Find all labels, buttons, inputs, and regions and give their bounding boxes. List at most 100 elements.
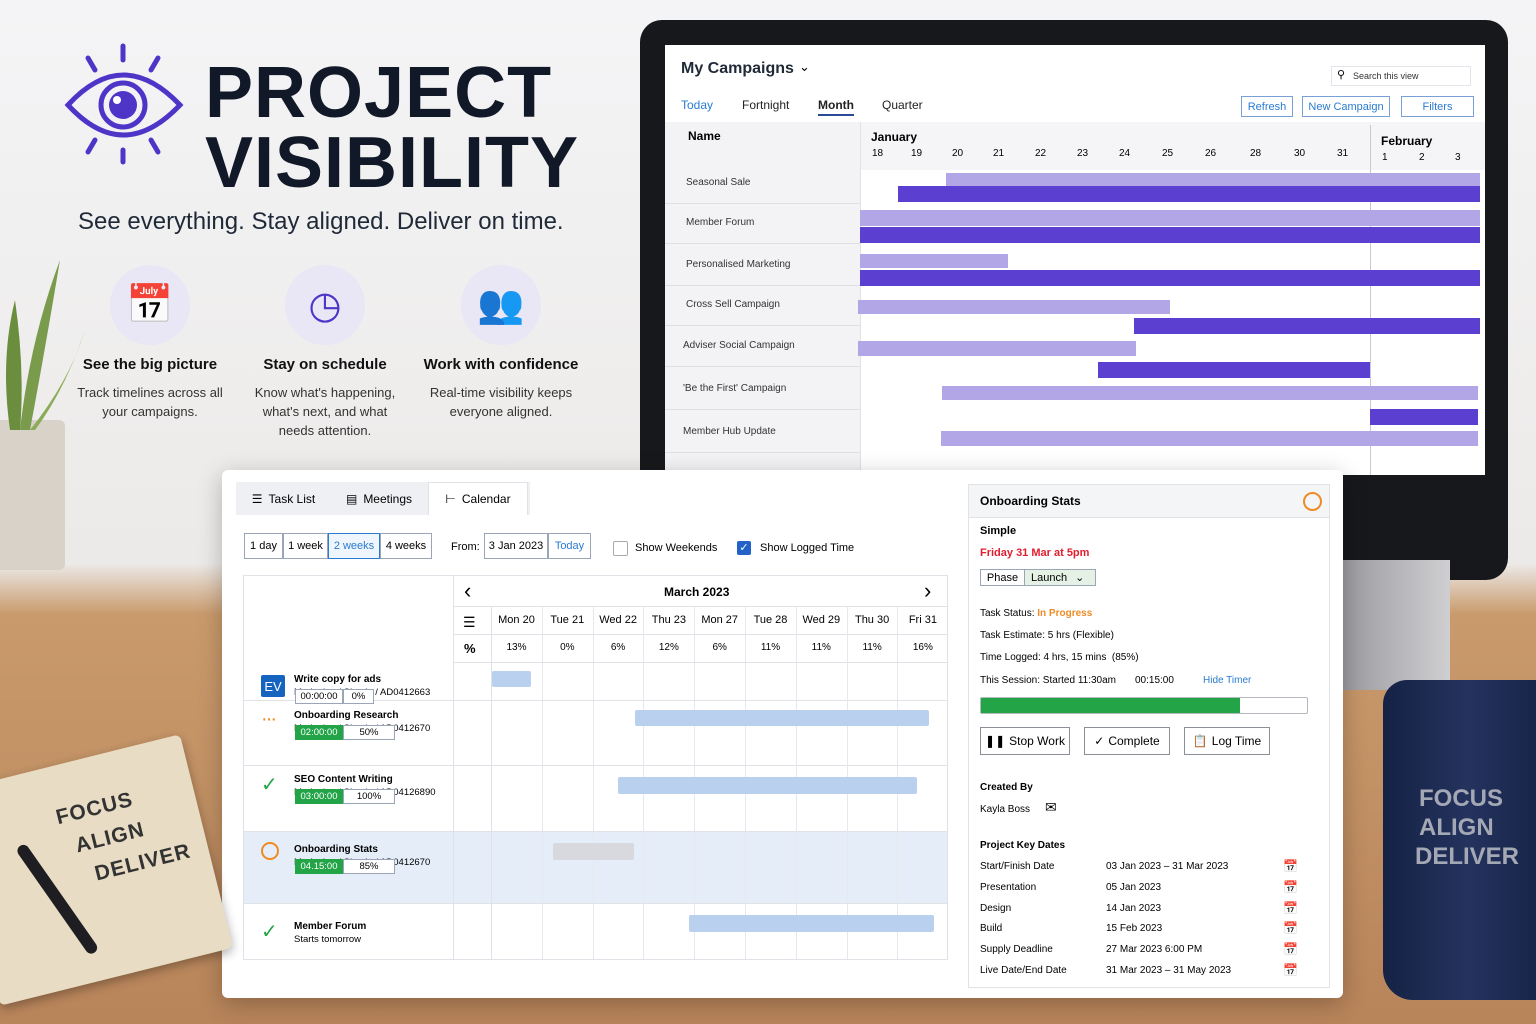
checkbox[interactable] [613,541,628,556]
calendar-icon[interactable]: 📅 [1283,921,1298,936]
key-date-label: Presentation [980,881,1037,893]
logged: Time Logged: 4 hrs, 15 mins (85%) [980,652,1139,663]
day-percent: 11% [760,642,781,653]
grid-line [453,576,454,959]
status-icon [261,842,279,865]
action-button[interactable]: 📋 Log Time [1184,727,1270,755]
task-name: Onboarding Research [294,710,399,721]
action-button[interactable]: Filters [1401,96,1474,117]
gantt-bar[interactable] [898,186,1480,202]
tab[interactable]: ☰ Task List [237,482,330,515]
mug-text: FOCUS [1419,785,1503,812]
grid-line [244,765,947,766]
view-tab[interactable]: Today [681,98,714,112]
time-chip: 02:00:00 [295,725,343,740]
schedule-block[interactable] [689,915,934,932]
range-button[interactable]: 4 weeks [380,533,432,559]
schedule-block[interactable] [553,843,634,860]
range-button[interactable]: 1 week [283,533,328,559]
day-label: 28 [1250,148,1262,159]
schedule-block[interactable] [492,671,531,687]
stats-title: Onboarding Stats [980,494,1081,508]
gantt-bar[interactable] [1098,362,1370,378]
tab-icon: ☰ [251,491,263,506]
feature-icon: ◷ [285,265,365,345]
calendar-icon[interactable]: 📅 [1283,879,1298,894]
list-icon: ☰ [463,614,476,630]
day-label: 30 [1294,148,1306,159]
view-tab[interactable]: Quarter [882,98,923,112]
day-label: 2 [1419,152,1425,163]
day-label: 23 [1077,148,1089,159]
day-header: Mon 20 [498,614,535,626]
gantt-bar[interactable] [942,386,1478,400]
clock-icon [1303,492,1322,511]
today-button[interactable]: Today [548,533,591,559]
key-date-value: 15 Feb 2023 [1106,923,1163,935]
gantt-bar[interactable] [858,300,1170,314]
day-label: 18 [872,148,884,159]
from-date[interactable]: 3 Jan 2023 [484,533,548,559]
day-label: 1 [1382,152,1388,163]
tab[interactable]: ⊢ Calendar [428,482,528,515]
search-box[interactable] [1331,66,1471,86]
day-header: Wed 29 [802,614,841,626]
view-tab[interactable]: Fortnight [742,98,790,112]
row-divider [665,452,860,453]
day-label: 31 [1337,148,1349,159]
mail-icon[interactable]: ✉ [1045,799,1057,815]
gantt-bar[interactable] [858,341,1136,356]
schedule-block[interactable] [618,777,917,794]
tab[interactable]: ▤ Meetings [330,482,428,515]
calendar-icon[interactable]: 📅 [1283,942,1298,957]
campaign-name: Cross Sell Campaign [686,299,780,310]
chevron: ⌄ [799,59,810,74]
campaign-name: Adviser Social Campaign [683,340,795,351]
calendar-icon[interactable]: 📅 [1283,963,1298,977]
view-tab[interactable]: Month [818,98,854,116]
row-divider [665,366,860,367]
plant-pot [0,420,65,570]
mug-text: DELIVER [1415,843,1520,870]
action-button[interactable]: ❚❚ Stop Work [980,727,1070,755]
gantt-bar[interactable] [860,254,1008,268]
checkbox-checked[interactable]: ✓ [737,541,751,555]
show-weekends: Show Weekends [635,542,718,554]
key-date-value: 03 Jan 2023 – 31 Mar 2023 [1106,861,1229,872]
next-arrow[interactable]: › [924,578,932,603]
tab-label: Task List [268,491,316,506]
day-header: Wed 22 [599,614,637,626]
gantt-bar[interactable] [1370,409,1478,425]
campaign-name: Member Hub Update [683,426,776,437]
range-button[interactable]: 2 weeks [328,533,380,559]
prev-arrow[interactable]: ‹ [464,578,472,603]
feature-text: Track timelines across all your campaign… [77,385,223,419]
day-header: Tue 21 [550,614,585,626]
action-button[interactable]: New Campaign [1302,96,1390,117]
gantt-bar[interactable] [941,431,1478,446]
grid-line [453,662,947,663]
task-panel: From: 3 Jan 2023 Today Show Weekends ✓ S… [222,470,1343,998]
day-label: 3 [1455,152,1461,163]
percent-chip: 100% [343,789,395,804]
gantt-bar[interactable] [860,227,1480,243]
action-button[interactable]: Refresh [1241,96,1293,117]
timer-track [980,697,1308,714]
calendar-icon[interactable]: 📅 [1283,900,1298,915]
range-button[interactable]: 1 day [244,533,283,559]
gantt-bar[interactable] [946,173,1480,187]
phase-select[interactable]: Launch ⌄ [1024,569,1096,586]
feature-icon: 👥 [461,265,541,345]
action-button[interactable]: ✓ Complete [1084,727,1170,755]
gantt-bar[interactable] [860,210,1480,226]
hide-timer[interactable]: Hide Timer [1203,675,1252,686]
calendar-icon[interactable]: 📅 [1283,859,1298,873]
gantt-bar[interactable] [1134,318,1480,334]
schedule-block[interactable] [635,710,929,726]
gantt-bar[interactable] [860,270,1480,286]
row-divider [665,325,860,326]
screen-title: My Campaigns [681,60,794,77]
feature-title: Work with confidence [423,356,579,373]
session: This Session: Started 11:30am [980,675,1116,686]
